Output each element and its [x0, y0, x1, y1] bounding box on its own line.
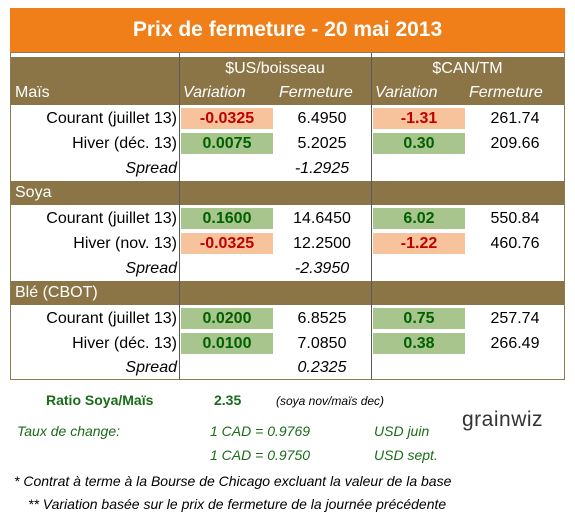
spread-value: -2.3950	[294, 260, 350, 277]
us-close: 5.2025	[297, 135, 347, 152]
ca-close: 261.74	[490, 110, 540, 127]
spread-label: Spread	[125, 260, 177, 277]
ca-variation: -1.31	[373, 108, 465, 129]
currency-header-row: $US/boisseau $CAN/TM	[11, 57, 564, 81]
ca-variation: 0.75	[373, 308, 465, 329]
ca-variation: 0.38	[373, 333, 465, 354]
exchange-rate-june: 1 CAD = 0.9769	[210, 423, 311, 439]
ca-close: 550.84	[490, 210, 540, 227]
us-close: 12.2500	[293, 235, 351, 252]
us-variation: -0.0325	[181, 108, 273, 129]
section-name: Maïs	[15, 84, 50, 101]
usd-header: $US/boisseau	[225, 60, 325, 77]
section-name: Soya	[15, 184, 52, 201]
us-variation: -0.0325	[181, 233, 273, 254]
ratio-value: 2.35	[214, 392, 242, 408]
us-close: 7.0850	[297, 335, 347, 352]
footnote-1: * Contrat à terme à la Bourse de Chicago…	[14, 473, 452, 489]
us-close: 6.8525	[297, 310, 347, 327]
table-row: Hiver (déc. 13) 0.0100 7.0850 0.38 266.4…	[11, 332, 564, 356]
table-title: Prix de fermeture - 20 mai 2013	[10, 8, 565, 52]
table-row: Hiver (nov. 13) -0.0325 12.2500 -1.22 46…	[11, 232, 564, 256]
us-close: 14.6450	[293, 210, 351, 227]
spread-value: -1.2925	[294, 160, 350, 177]
ca-close: 257.74	[490, 310, 540, 327]
spread-row: Spread -1.2925	[11, 157, 564, 181]
row-label: Courant (juillet 13)	[46, 110, 177, 127]
table-row: Hiver (déc. 13) 0.0075 5.2025 0.30 209.6…	[11, 132, 564, 156]
spread-label: Spread	[125, 359, 177, 376]
spread-row: Spread -2.3950	[11, 257, 564, 281]
section-header-ble: Blé (CBOT)	[11, 281, 564, 305]
exchange-unit-june: USD juin	[374, 423, 430, 439]
row-label: Hiver (déc. 13)	[72, 135, 177, 152]
row-label: Hiver (déc. 13)	[72, 335, 177, 352]
table-row: Courant (juillet 13) 0.0200 6.8525 0.75 …	[11, 307, 564, 331]
ratio-note: (soya nov/maïs dec)	[276, 394, 385, 408]
us-variation: 0.1600	[181, 208, 273, 229]
table-row: Courant (juillet 13) 0.1600 14.6450 6.02…	[11, 207, 564, 231]
us-variation: 0.0200	[181, 308, 273, 329]
table-row: Courant (juillet 13) -0.0325 6.4950 -1.3…	[11, 107, 564, 131]
exchange-label: Taux de change:	[17, 423, 121, 439]
fermeture-header: Fermeture	[279, 84, 353, 101]
variation-header: Variation	[375, 84, 438, 101]
spread-row: Spread 0.2325	[11, 356, 564, 380]
ca-close: 209.66	[490, 135, 540, 152]
footnote-2: ** Variation basée sur le prix de fermet…	[28, 496, 447, 512]
ca-close: 460.76	[490, 235, 540, 252]
grainwiz-logo: grainwiz	[462, 408, 543, 432]
ca-close: 266.49	[490, 335, 540, 352]
row-label: Courant (juillet 13)	[46, 210, 177, 227]
fermeture-header: Fermeture	[469, 84, 543, 101]
ratio-label: Ratio Soya/Maïs	[46, 392, 154, 408]
us-variation: 0.0075	[181, 133, 273, 154]
us-variation: 0.0100	[181, 333, 273, 354]
spread-label: Spread	[125, 160, 177, 177]
section-header-soya: Soya	[11, 181, 564, 205]
section-header-mais: Maïs Variation Fermeture Variation Ferme…	[11, 81, 564, 105]
ca-variation: -1.22	[373, 233, 465, 254]
price-table	[10, 52, 565, 380]
column-divider	[371, 53, 372, 379]
column-divider	[179, 53, 180, 379]
spread-value: 0.2325	[297, 359, 347, 376]
section-name: Blé (CBOT)	[15, 284, 98, 301]
logo-text: grainwiz	[462, 408, 544, 431]
ca-variation: 0.30	[373, 133, 465, 154]
row-label: Courant (juillet 13)	[46, 310, 177, 327]
us-close: 6.4950	[297, 110, 347, 127]
row-label: Hiver (nov. 13)	[73, 235, 177, 252]
exchange-unit-sept: USD sept.	[374, 447, 438, 463]
ca-variation: 6.02	[373, 208, 465, 229]
variation-header: Variation	[183, 84, 246, 101]
exchange-rate-sept: 1 CAD = 0.9750	[210, 447, 311, 463]
cad-header: $CAN/TM	[432, 60, 503, 77]
